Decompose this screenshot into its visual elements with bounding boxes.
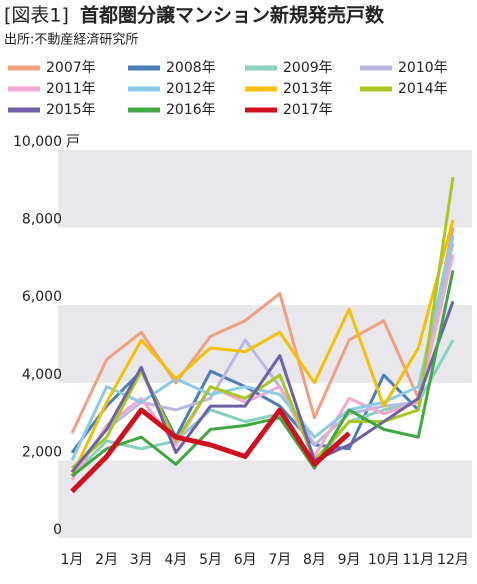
chart-title: 首都圏分譲マンション新規発売戸数 (80, 4, 385, 27)
series-line (70, 339, 455, 477)
x-tick-label: 5月 (199, 552, 222, 568)
legend-label: 2009年 (283, 60, 333, 76)
y-tick-label: 10,000 (13, 134, 62, 150)
series-line (70, 300, 455, 473)
x-tick-label: 6月 (234, 552, 257, 568)
x-tick-label: 1月 (61, 552, 84, 568)
legend-label: 2007年 (46, 60, 96, 76)
x-tick-label: 10月 (368, 552, 400, 568)
grid-band (58, 460, 472, 538)
x-tick-label: 4月 (164, 552, 187, 568)
legend-label: 2013年 (283, 81, 333, 97)
grid-band (58, 305, 472, 383)
series-line (70, 235, 455, 462)
y-tick-label: 4,000 (22, 367, 62, 383)
x-tick-label: 2月 (95, 552, 118, 568)
series-line (70, 242, 455, 473)
y-tick-label: 0 (53, 522, 62, 538)
legend-label: 2008年 (166, 60, 216, 76)
legend-label: 2010年 (398, 60, 448, 76)
grid-band (58, 150, 472, 228)
x-tick-label: 3月 (130, 552, 153, 568)
series-line (71, 269, 455, 478)
y-unit: 戸 (66, 134, 80, 150)
legend-label: 2014年 (398, 81, 448, 97)
subtitle: 出所:不動産経済研究所 (4, 32, 138, 48)
series-line (70, 254, 455, 481)
legend-label: 2011年 (46, 81, 96, 97)
legend-label: 2012年 (166, 81, 216, 97)
y-tick-label: 6,000 (22, 289, 62, 305)
x-tick-label: 12月 (437, 552, 469, 568)
legend-label: 2015年 (46, 102, 96, 118)
figure-label: [図表1] (4, 5, 69, 27)
legend-label: 2017年 (283, 102, 333, 118)
x-tick-label: 8月 (303, 552, 326, 568)
series-line (70, 407, 351, 494)
x-tick-label: 11月 (402, 552, 434, 568)
y-tick-label: 8,000 (22, 212, 62, 228)
y-tick-label: 2,000 (22, 444, 62, 460)
x-tick-label: 7月 (268, 552, 291, 568)
x-tick-label: 9月 (338, 552, 361, 568)
series-line (70, 219, 455, 477)
series-line (70, 227, 455, 434)
series-line (70, 176, 455, 470)
legend-label: 2016年 (166, 102, 216, 118)
